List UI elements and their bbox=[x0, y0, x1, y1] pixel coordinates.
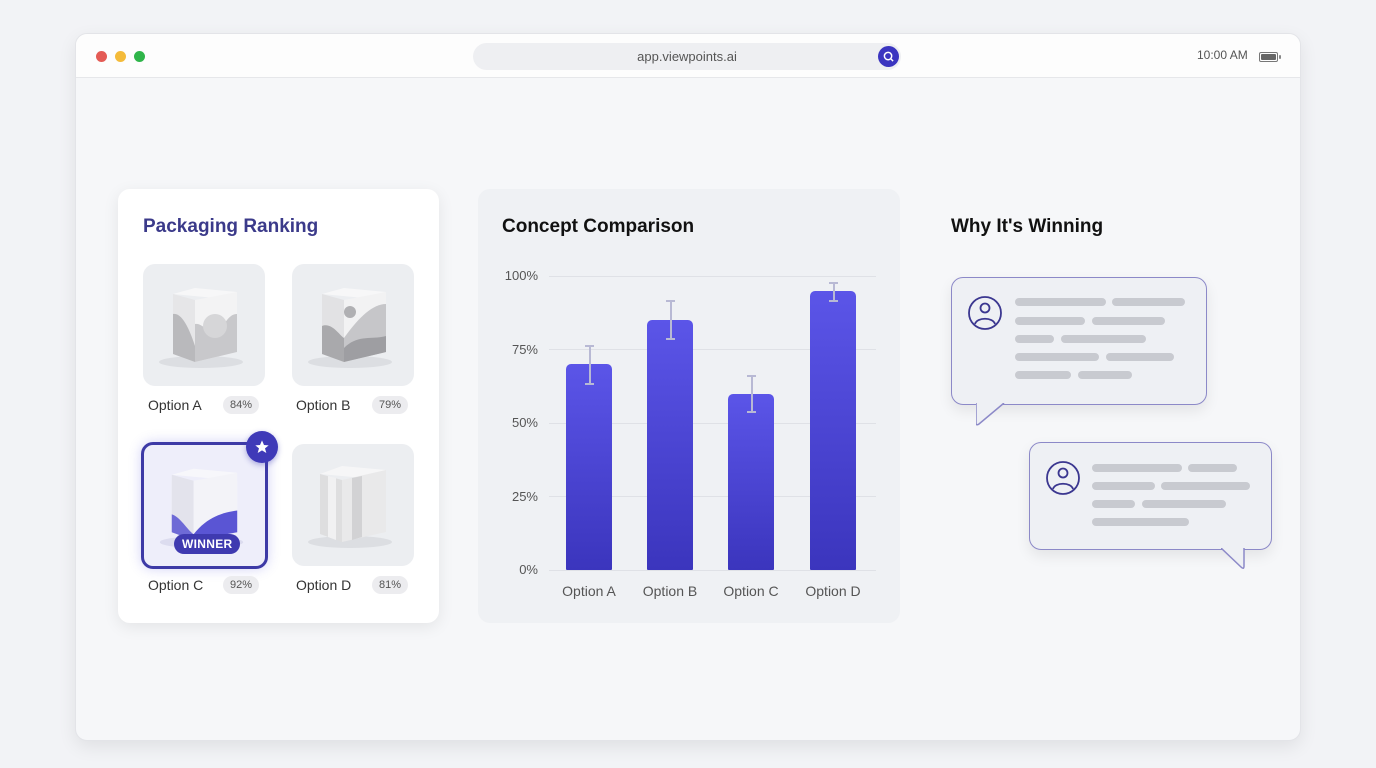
user-icon bbox=[968, 296, 1002, 330]
bubble-tail bbox=[1221, 548, 1245, 570]
gridline bbox=[549, 496, 876, 497]
option-c-label: Option C bbox=[148, 577, 204, 593]
x-label: Option C bbox=[723, 583, 779, 599]
package-image-icon bbox=[308, 288, 392, 368]
text-placeholder bbox=[1092, 500, 1135, 508]
y-tick: 0% bbox=[519, 562, 538, 577]
error-bar bbox=[751, 376, 753, 412]
package-image-icon bbox=[159, 288, 243, 368]
option-b-score: 79% bbox=[372, 396, 409, 414]
package-image-icon bbox=[308, 466, 392, 548]
error-cap bbox=[666, 300, 675, 302]
why-winning-title: Why It's Winning bbox=[951, 216, 1104, 237]
text-placeholder bbox=[1112, 298, 1185, 306]
text-placeholder bbox=[1015, 317, 1085, 325]
option-d-tile[interactable] bbox=[292, 444, 414, 566]
y-tick: 75% bbox=[511, 342, 538, 357]
y-tick: 25% bbox=[511, 489, 538, 504]
bar-option-c[interactable] bbox=[728, 394, 774, 570]
error-bar bbox=[670, 301, 672, 339]
winner-badge: WINNER bbox=[174, 534, 241, 554]
error-cap bbox=[666, 338, 675, 340]
text-placeholder bbox=[1078, 371, 1132, 379]
text-placeholder bbox=[1161, 482, 1250, 490]
maximize-window-button[interactable] bbox=[134, 51, 145, 62]
packaging-ranking-card: Packaging Ranking Option A 84% bbox=[118, 189, 439, 623]
url-text: app.viewpoints.ai bbox=[637, 49, 737, 64]
y-tick: 100% bbox=[504, 268, 538, 283]
star-icon bbox=[246, 431, 278, 463]
bubble-tail bbox=[976, 403, 1005, 426]
concept-comparison-card: Concept Comparison 100% 75% 50% 25% 0% O… bbox=[478, 189, 900, 623]
option-c-tile-winner[interactable]: WINNER bbox=[141, 442, 268, 569]
text-placeholder bbox=[1015, 371, 1071, 379]
error-cap bbox=[747, 375, 756, 377]
text-placeholder bbox=[1061, 335, 1146, 343]
bar-option-a[interactable] bbox=[566, 364, 612, 570]
error-cap bbox=[829, 300, 838, 302]
option-d-label: Option D bbox=[296, 577, 352, 593]
option-b-tile[interactable] bbox=[292, 264, 414, 386]
minimize-window-button[interactable] bbox=[115, 51, 126, 62]
error-cap bbox=[585, 383, 594, 385]
y-tick: 50% bbox=[511, 415, 538, 430]
option-d-score: 81% bbox=[372, 576, 409, 594]
text-placeholder bbox=[1092, 518, 1189, 526]
search-icon[interactable] bbox=[878, 46, 899, 67]
x-label: Option B bbox=[642, 583, 698, 599]
text-placeholder bbox=[1142, 500, 1226, 508]
close-window-button[interactable] bbox=[96, 51, 107, 62]
text-placeholder bbox=[1092, 464, 1182, 472]
text-placeholder bbox=[1015, 335, 1054, 343]
gridline bbox=[549, 570, 876, 571]
error-bar bbox=[833, 283, 835, 301]
bar-option-b[interactable] bbox=[647, 320, 693, 570]
battery-icon bbox=[1259, 52, 1281, 62]
gridline bbox=[549, 423, 876, 424]
option-a-score: 84% bbox=[223, 396, 260, 414]
text-placeholder bbox=[1106, 353, 1174, 361]
error-bar bbox=[589, 346, 591, 384]
error-cap bbox=[747, 411, 756, 413]
option-a-label: Option A bbox=[148, 397, 202, 413]
gridline bbox=[549, 349, 876, 350]
text-placeholder bbox=[1092, 317, 1165, 325]
gridline bbox=[549, 276, 876, 277]
address-bar[interactable]: app.viewpoints.ai bbox=[473, 43, 901, 70]
text-placeholder bbox=[1015, 353, 1099, 361]
x-label: Option D bbox=[805, 583, 861, 599]
option-b-label: Option B bbox=[296, 397, 351, 413]
text-placeholder bbox=[1188, 464, 1237, 472]
feedback-bubble[interactable] bbox=[951, 277, 1207, 405]
x-label: Option A bbox=[562, 583, 616, 599]
option-a-tile[interactable] bbox=[143, 264, 265, 386]
text-placeholder bbox=[1015, 298, 1106, 306]
bar-option-d[interactable] bbox=[810, 291, 856, 570]
browser-window: app.viewpoints.ai 10:00 AM Packaging Ran… bbox=[75, 33, 1301, 741]
ranking-title: Packaging Ranking bbox=[143, 216, 319, 237]
error-cap bbox=[829, 282, 838, 284]
user-icon bbox=[1046, 461, 1080, 495]
text-placeholder bbox=[1092, 482, 1155, 490]
chart-title: Concept Comparison bbox=[502, 216, 695, 237]
feedback-bubble[interactable] bbox=[1029, 442, 1272, 550]
error-cap bbox=[585, 345, 594, 347]
clock: 10:00 AM bbox=[1197, 48, 1248, 62]
title-bar: app.viewpoints.ai 10:00 AM bbox=[76, 34, 1300, 78]
option-c-score: 92% bbox=[223, 576, 260, 594]
